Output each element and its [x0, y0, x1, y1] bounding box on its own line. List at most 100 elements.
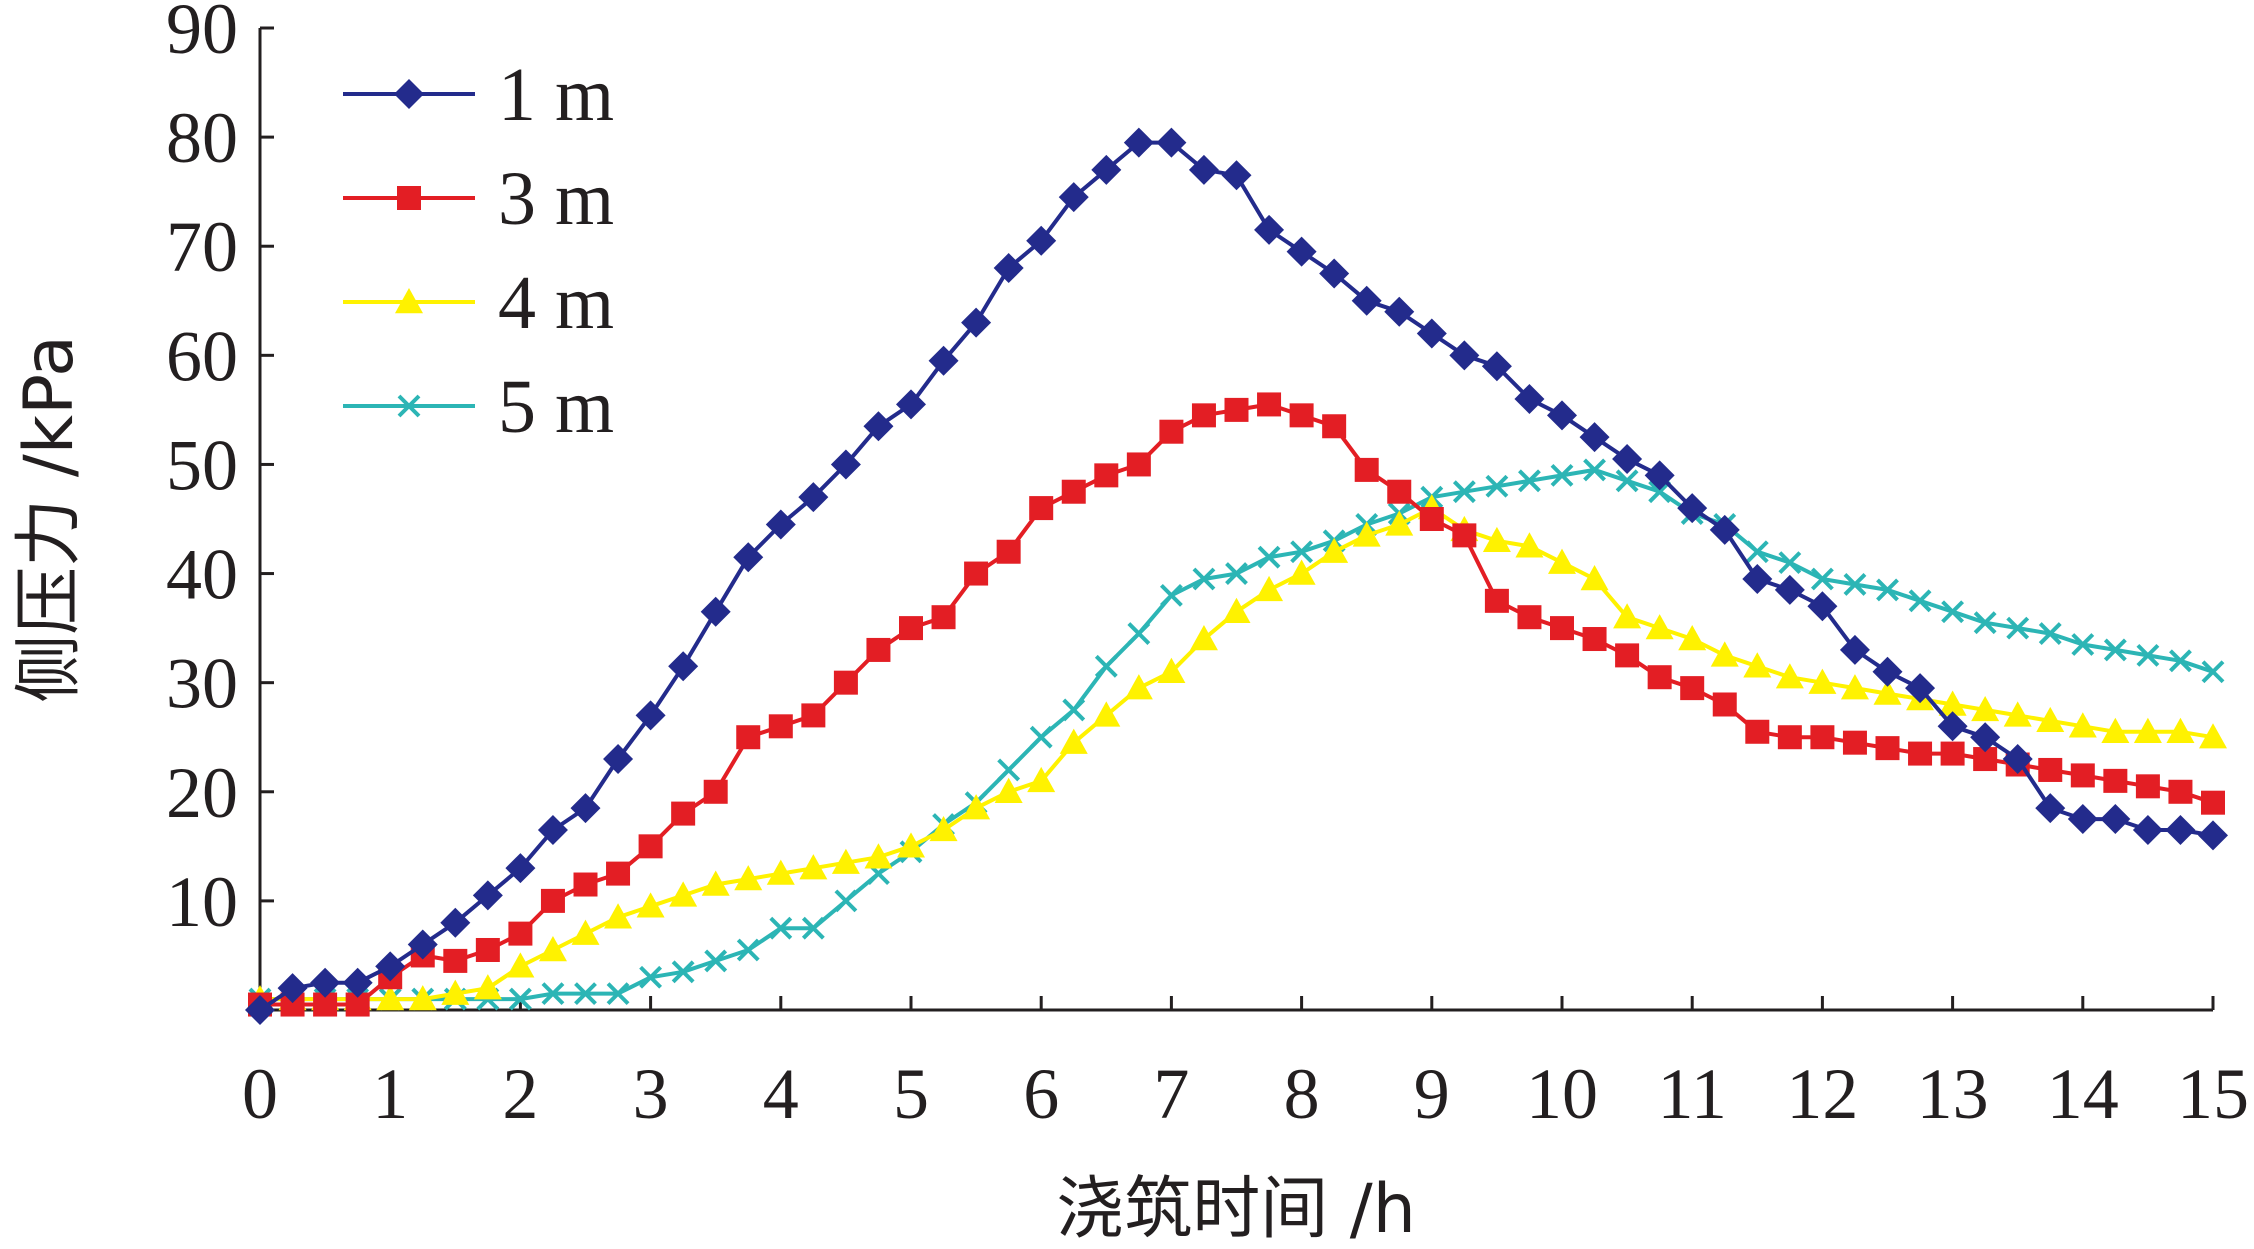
series-layer	[245, 127, 2228, 1025]
data-point	[964, 561, 989, 586]
data-point	[441, 979, 470, 1005]
data-point	[1743, 652, 1772, 678]
data-point	[1908, 589, 1932, 613]
data-point	[1550, 616, 1574, 641]
data-point	[2166, 717, 2195, 743]
legend-marker	[395, 288, 423, 314]
x-tick-label: 14	[2047, 1054, 2119, 1134]
series-1m	[245, 127, 2228, 1025]
data-point	[508, 987, 532, 1011]
data-point	[1517, 605, 1542, 630]
data-point	[1872, 656, 1903, 687]
data-point	[1062, 698, 1086, 722]
data-point	[606, 861, 631, 886]
y-tick-label: 80	[166, 98, 238, 178]
data-point	[1482, 526, 1511, 553]
data-point	[2100, 804, 2131, 835]
data-point	[801, 916, 825, 940]
data-point	[864, 843, 893, 869]
data-point	[2198, 820, 2228, 851]
data-point	[899, 616, 923, 641]
data-point	[638, 834, 663, 859]
data-point	[1257, 392, 1282, 417]
x-tick-label: 1	[372, 1054, 408, 1134]
x-tick-label: 11	[1658, 1054, 1727, 1134]
data-point	[2136, 643, 2160, 667]
data-point	[1452, 480, 1476, 504]
data-point	[766, 859, 795, 885]
data-point	[2101, 717, 2130, 743]
data-point	[574, 982, 597, 1006]
data-point	[1224, 397, 1249, 422]
data-point	[2201, 660, 2225, 684]
data-point	[736, 725, 761, 750]
data-point	[2006, 616, 2030, 640]
data-point	[1582, 627, 1607, 652]
data-point	[703, 779, 728, 804]
data-point	[1156, 127, 1187, 158]
x-tick-label: 5	[893, 1054, 929, 1134]
data-point	[1157, 657, 1186, 683]
x-tick-label: 12	[1786, 1054, 1858, 1134]
legend-item: 1 m	[343, 53, 614, 137]
data-point	[1873, 679, 1902, 705]
data-point	[996, 539, 1021, 564]
data-point	[2067, 804, 2098, 835]
data-point	[506, 952, 535, 978]
data-point	[1876, 578, 1899, 602]
x-tick-label: 2	[502, 1054, 538, 1134]
data-point	[1481, 351, 1512, 382]
data-point	[1026, 225, 1057, 256]
data-point	[1189, 625, 1218, 651]
y-tick-label: 70	[166, 207, 238, 287]
data-point	[1029, 725, 1053, 749]
data-point	[635, 700, 666, 731]
data-point	[1677, 493, 1708, 524]
data-point	[1807, 591, 1838, 622]
legend-item: 3 m	[343, 157, 614, 241]
data-point	[606, 982, 630, 1006]
x-tick-label: 7	[1153, 1054, 1189, 1134]
data-point	[668, 651, 699, 682]
data-point	[1908, 741, 1933, 766]
data-point	[1290, 540, 1314, 564]
data-point	[1387, 479, 1412, 504]
data-point	[765, 509, 796, 540]
data-point	[571, 919, 600, 945]
x-tick-label: 0	[242, 1054, 278, 1134]
data-point	[2169, 649, 2192, 673]
data-point	[1579, 422, 1610, 453]
data-point	[1938, 690, 1967, 716]
data-point	[1615, 643, 1640, 668]
data-point	[1615, 469, 1639, 493]
x-tick-label: 4	[763, 1054, 799, 1134]
data-point	[769, 916, 793, 940]
data-point	[1124, 674, 1153, 700]
data-point	[704, 949, 728, 973]
data-point	[1319, 258, 1350, 289]
data-point	[1287, 559, 1316, 585]
data-point	[671, 801, 696, 826]
legend-marker	[397, 394, 421, 418]
x-tick-label: 3	[633, 1054, 669, 1134]
data-point	[1514, 383, 1545, 414]
data-point	[1126, 452, 1151, 477]
data-point	[1774, 574, 1805, 605]
data-point	[2003, 701, 2032, 727]
data-point	[1875, 736, 1900, 761]
data-point	[1059, 728, 1088, 754]
data-point	[1286, 236, 1317, 267]
legend-marker	[394, 79, 424, 109]
series-3m	[248, 392, 2225, 1017]
data-point	[1254, 214, 1285, 245]
data-point	[2132, 814, 2163, 845]
data-point	[1352, 521, 1381, 547]
data-point	[408, 985, 437, 1011]
data-point	[1547, 400, 1577, 431]
data-point	[1225, 562, 1248, 585]
legend: 1 m 3 m 4 m 5 m	[343, 53, 614, 449]
y-axis-title: 侧压力 /kPa	[10, 335, 89, 703]
data-point	[671, 960, 695, 984]
data-point	[1191, 403, 1216, 428]
data-point	[834, 889, 858, 913]
